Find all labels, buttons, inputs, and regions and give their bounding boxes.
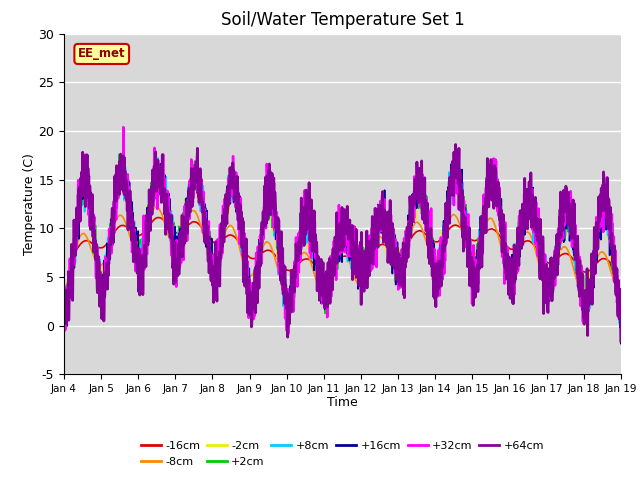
-2cm [60,293,68,299]
-16cm [60,292,68,298]
+8cm [499,224,507,229]
+32cm [601,197,609,203]
-8cm [88,250,96,255]
+64cm [331,272,339,277]
-2cm [601,205,609,211]
+16cm [499,218,506,224]
+2cm [602,208,609,214]
+8cm [60,318,68,324]
+2cm [88,221,96,227]
-16cm [499,238,506,243]
Line: +8cm: +8cm [64,157,621,326]
-2cm [88,234,96,240]
Line: +16cm: +16cm [64,155,621,344]
Line: -16cm: -16cm [64,217,621,297]
+64cm [499,245,506,251]
+16cm [88,217,96,223]
-16cm [155,215,163,220]
+64cm [601,204,609,209]
+8cm [617,319,625,324]
+64cm [88,192,96,197]
+2cm [499,229,507,235]
+64cm [617,338,625,344]
+32cm [88,214,96,220]
+2cm [317,277,324,283]
+8cm [601,189,609,194]
-8cm [617,306,625,312]
+8cm [602,223,609,229]
+16cm [118,152,126,158]
Text: EE_met: EE_met [78,48,125,60]
-8cm [153,204,161,210]
+16cm [316,273,324,278]
-2cm [602,213,609,218]
+16cm [60,290,68,296]
-2cm [331,251,339,256]
-2cm [316,280,324,286]
+8cm [284,323,291,329]
+8cm [151,155,159,160]
+64cm [316,274,324,279]
Line: +64cm: +64cm [64,144,621,341]
-8cm [499,251,506,256]
Legend: -16cm, -8cm, -2cm, +2cm, +8cm, +16cm, +32cm, +64cm: -16cm, -8cm, -2cm, +2cm, +8cm, +16cm, +3… [136,436,548,471]
-8cm [331,261,339,267]
-16cm [316,268,324,274]
+16cm [617,341,625,347]
+32cm [120,124,127,130]
+2cm [115,152,123,157]
+64cm [452,142,460,147]
-16cm [331,262,339,268]
-2cm [452,153,460,158]
+32cm [60,295,68,300]
+2cm [283,322,291,327]
Line: +2cm: +2cm [64,155,621,324]
+2cm [617,318,625,324]
-2cm [499,233,506,239]
-16cm [617,294,625,300]
+32cm [332,241,339,247]
-8cm [601,251,609,257]
+32cm [617,315,625,321]
-2cm [617,318,625,324]
Title: Soil/Water Temperature Set 1: Soil/Water Temperature Set 1 [221,11,464,29]
+32cm [602,191,609,197]
-8cm [601,252,609,257]
+32cm [499,225,507,231]
+2cm [601,204,609,210]
+32cm [317,274,324,279]
+64cm [60,314,68,320]
-16cm [601,256,609,262]
Line: -2cm: -2cm [64,156,621,325]
-2cm [580,323,588,328]
+8cm [332,247,339,253]
+2cm [332,261,339,267]
+16cm [601,198,609,204]
+16cm [601,219,609,225]
+16cm [331,265,339,271]
Line: +32cm: +32cm [64,127,621,333]
+64cm [601,183,609,189]
+32cm [285,330,292,336]
-8cm [316,288,324,294]
Line: -8cm: -8cm [64,207,621,309]
+2cm [60,298,68,303]
-8cm [60,301,68,307]
+8cm [317,273,324,278]
X-axis label: Time: Time [327,396,358,408]
Y-axis label: Temperature (C): Temperature (C) [22,153,36,255]
-16cm [88,240,96,246]
+8cm [88,210,96,216]
-16cm [601,256,609,262]
